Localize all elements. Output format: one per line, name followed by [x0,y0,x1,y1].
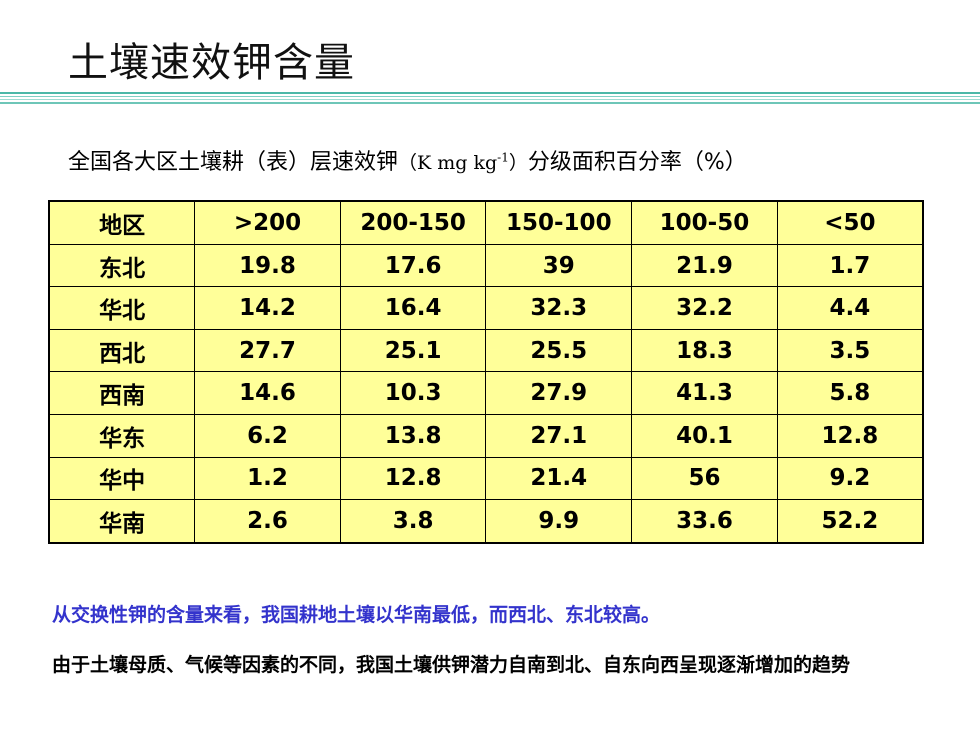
value-cell: 10.3 [339,371,487,416]
value-cell: 4.4 [776,286,924,330]
value-cell: 13.8 [339,414,487,458]
value-cell: 3.5 [776,328,924,373]
value-cell: 21.4 [485,456,633,501]
value-cell: 14.2 [194,286,341,330]
value-cell: 27.7 [194,328,341,373]
header-cell: 150-100 [485,200,633,245]
value-cell: 6.2 [194,414,341,458]
value-cell: 32.2 [631,286,778,330]
caption-suffix: 分级面积百分率（%） [527,150,747,175]
value-cell: 17.6 [339,243,487,288]
value-cell: 9.2 [776,456,924,501]
value-cell: 21.9 [631,243,778,288]
value-cell: 39 [485,243,633,288]
region-cell: 西北 [48,328,196,373]
value-cell: 1.2 [194,456,341,501]
region-cell: 西南 [48,371,196,416]
value-cell: 27.1 [485,414,633,458]
header-cell: 100-50 [631,200,778,245]
region-cell: 华北 [48,286,196,330]
caption-text: 全国各大区土壤耕（表）层速效钾 [68,150,399,175]
value-cell: 19.8 [194,243,341,288]
table-row: 西北 27.7 25.1 25.5 18.3 3.5 [48,328,924,373]
region-cell: 华中 [48,456,196,501]
value-cell: 12.8 [776,414,924,458]
value-cell: 9.9 [485,499,633,544]
value-cell: 40.1 [631,414,778,458]
table-row: 西南 14.6 10.3 27.9 41.3 5.8 [48,371,924,416]
header-cell: 地区 [48,200,196,245]
value-cell: 18.3 [631,328,778,373]
region-cell: 华南 [48,499,196,544]
region-cell: 东北 [48,243,196,288]
caption-unit: （K mg kg-1） [398,150,528,174]
value-cell: 25.5 [485,328,633,373]
region-cell: 华东 [48,414,196,458]
header-cell: >200 [194,200,341,245]
table-row: 东北 19.8 17.6 39 21.9 1.7 [48,243,924,288]
value-cell: 25.1 [339,328,487,373]
header-cell: <50 [776,200,924,245]
table-row: 华北 14.2 16.4 32.3 32.2 4.4 [48,286,924,330]
table-row: 华东 6.2 13.8 27.1 40.1 12.8 [48,414,924,458]
value-cell: 3.8 [339,499,487,544]
table-row: 华南 2.6 3.8 9.9 33.6 52.2 [48,499,924,544]
potassium-table: 地区 >200 200-150 150-100 100-50 <50 东北 19.8 17.6 3… [48,200,924,544]
value-cell: 33.6 [631,499,778,544]
header-cell: 200-150 [339,200,487,245]
value-cell: 56 [631,456,778,501]
summary-note: 从交换性钾的含量来看，我国耕地土壤以华南最低，而西北、东北较高。 [52,604,661,626]
slide-title: 土壤速效钾含量 [68,40,355,86]
value-cell: 1.7 [776,243,924,288]
value-cell: 52.2 [776,499,924,544]
title-divider [0,92,980,106]
value-cell: 12.8 [339,456,487,501]
value-cell: 14.6 [194,371,341,416]
conclusion-note: 由于土壤母质、气候等因素的不同，我国土壤供钾潜力自南到北、自东向西呈现逐渐增加的… [52,654,851,676]
value-cell: 5.8 [776,371,924,416]
value-cell: 32.3 [485,286,633,330]
table-caption: 全国各大区土壤耕（表）层速效钾（K mg kg-1）分级面积百分率（%） [68,144,747,176]
value-cell: 16.4 [339,286,487,330]
value-cell: 2.6 [194,499,341,544]
table-row: 华中 1.2 12.8 21.4 56 9.2 [48,456,924,501]
value-cell: 41.3 [631,371,778,416]
value-cell: 27.9 [485,371,633,416]
table-header-row: 地区 >200 200-150 150-100 100-50 <50 [48,200,924,245]
